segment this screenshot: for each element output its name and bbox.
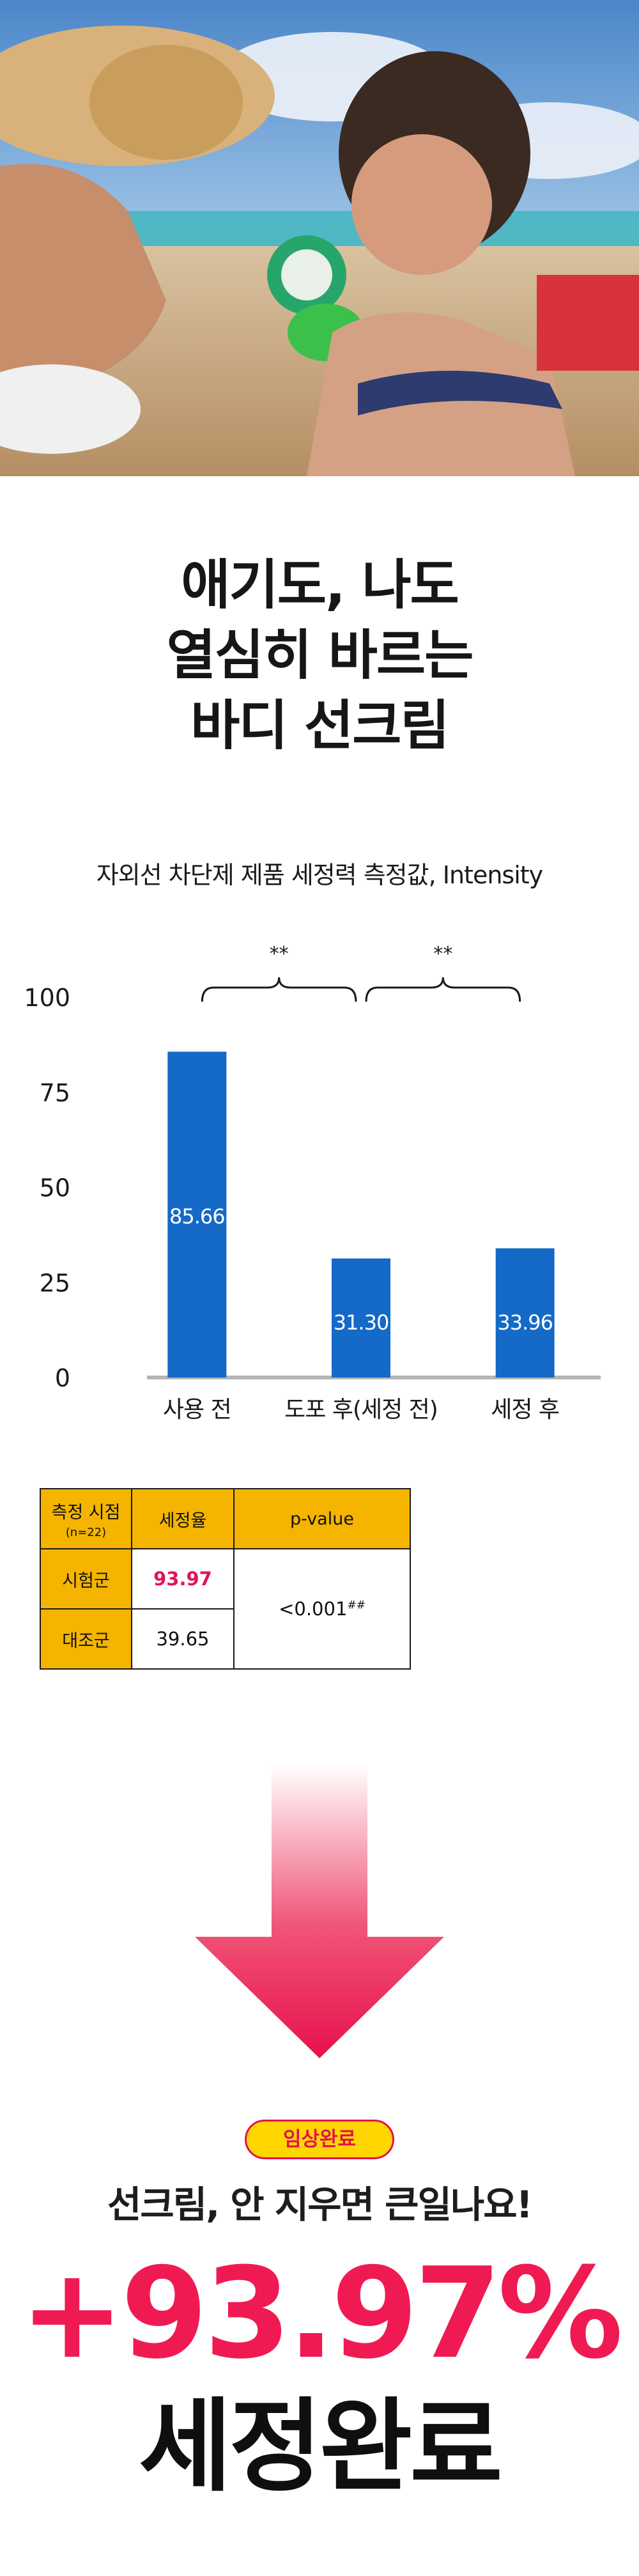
headline: 애기도, 나도 열심히 바르는 바디 선크림 <box>0 550 639 761</box>
header-pvalue: p-value <box>233 1488 411 1549</box>
pvalue-text: <0.001 <box>279 1598 348 1620</box>
bottom-subheadline: 선크림, 안 지우면 큰일나요! <box>107 2183 533 2226</box>
table-row: 대조군 39.65 <box>40 1608 601 1670</box>
significance-bracket <box>201 977 357 1002</box>
bar-value-label: 33.96 <box>497 1310 553 1335</box>
big-percent: +93.97% <box>19 2241 624 2387</box>
rate-control: 39.65 <box>131 1608 235 1670</box>
bar-value-label: 31.30 <box>334 1310 389 1335</box>
big-word: 세정완료 <box>139 2388 502 2506</box>
chart-title: 자외선 차단제 제품 세정력 측정값, Intensity <box>96 861 543 889</box>
significance-label: ** <box>270 943 289 965</box>
group-test: 시험군 <box>40 1548 132 1610</box>
significance-bracket <box>365 977 521 1002</box>
y-tick-label: 25 <box>40 1269 70 1297</box>
y-tick-label: 0 <box>55 1364 70 1392</box>
header-n: (n=22) <box>65 1526 107 1539</box>
bar <box>495 1248 555 1377</box>
x-category-label: 세정 후 <box>491 1397 559 1423</box>
header-timepoint: 측정 시점 (n=22) <box>40 1488 132 1549</box>
bar-chart-svg: 0 25 50 75 100 85.66 사용 전 31.30 도포 후(세정 전) 33.96 세… <box>24 943 601 1423</box>
y-tick-label: 100 <box>24 984 70 1012</box>
group-control: 대조군 <box>40 1608 132 1670</box>
significance-label: ** <box>433 943 452 965</box>
headline-line-2: 열심히 바르는 <box>166 624 474 687</box>
bar-value-label: 85.66 <box>169 1204 225 1229</box>
rate-test: 93.97 <box>131 1548 235 1610</box>
table-row: 시험군 93.97 <0.001## <box>40 1548 601 1670</box>
table-header-row: 측정 시점 (n=22) 세정율 p-value <box>40 1488 601 1549</box>
pvalue-cell: <0.001## <box>233 1548 411 1670</box>
bar <box>167 1051 227 1377</box>
headline-line-3: 바디 선크림 <box>190 694 450 757</box>
pvalue-mark: ## <box>347 1599 366 1612</box>
down-arrow-icon <box>0 1764 639 2058</box>
bar-chart: 0 25 50 75 100 85.66 사용 전 31.30 도포 후(세정 전) 33.96 세… <box>0 920 639 1451</box>
headline-line-1: 애기도, 나도 <box>181 554 459 616</box>
hero-photo <box>0 0 639 476</box>
bar <box>332 1258 390 1377</box>
clinical-complete-badge: 임상완료 <box>245 2120 394 2159</box>
results-table: 측정 시점 (n=22) 세정율 p-value 시험군 93.97 <0.00… <box>40 1488 602 1670</box>
x-category-label: 도포 후(세정 전) <box>284 1397 438 1423</box>
y-tick-label: 75 <box>40 1079 70 1107</box>
x-category-label: 사용 전 <box>163 1397 231 1423</box>
header-rate: 세정율 <box>131 1488 235 1549</box>
y-tick-label: 50 <box>40 1174 70 1202</box>
